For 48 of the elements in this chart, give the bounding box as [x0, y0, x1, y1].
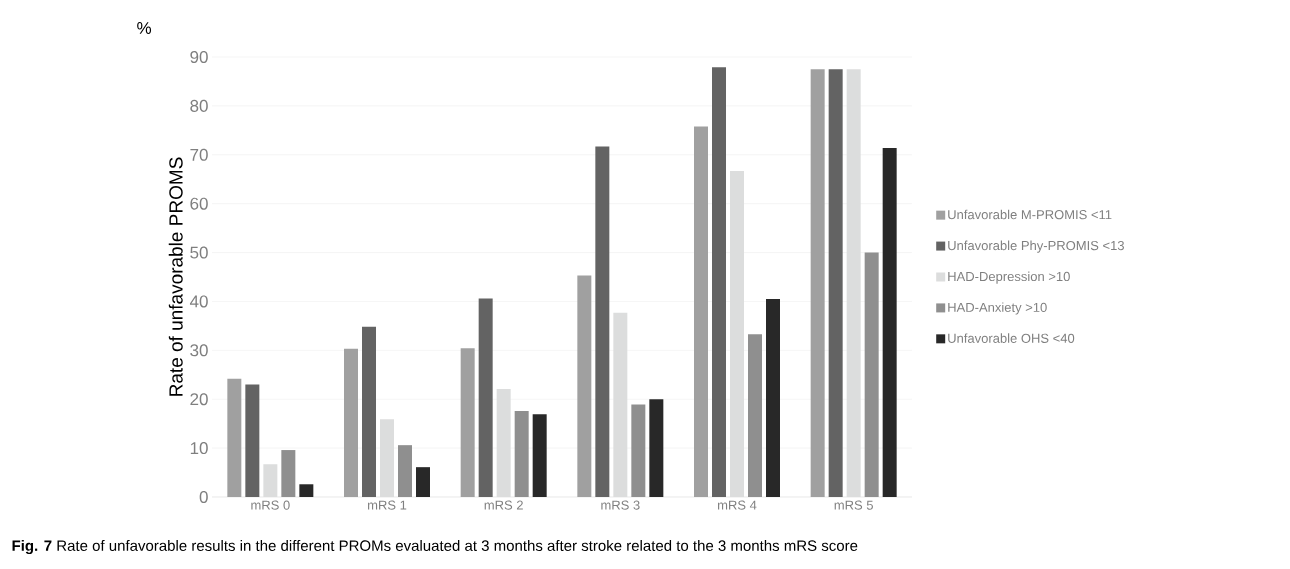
bar: [595, 146, 610, 497]
legend-label: Unfavorable Phy-PROMIS <13: [948, 240, 1124, 253]
y-tick-label: 20: [190, 393, 208, 406]
y-tick-label: 30: [190, 344, 208, 357]
bar: [577, 275, 592, 497]
bar: [299, 484, 314, 497]
bar: [649, 399, 664, 497]
y-axis-title: Rate of unfavorable PROMS: [168, 157, 183, 396]
bar: [478, 298, 493, 497]
y-tick-label: 90: [190, 50, 208, 64]
legend-label: Unfavorable OHS <40: [948, 333, 1075, 343]
bar: [227, 378, 242, 497]
legend-label: HAD-Depression >10: [948, 271, 1070, 284]
bar: [631, 404, 646, 497]
bar: [460, 348, 475, 497]
text: %: [137, 22, 152, 34]
bar: [344, 348, 359, 497]
y-tick-label: 10: [190, 442, 208, 455]
y-tick-label: 40: [189, 295, 208, 308]
legend-label: HAD-Anxiety >10: [948, 302, 1047, 315]
bar: [766, 298, 780, 497]
bar: [748, 334, 762, 497]
bar: [828, 69, 843, 497]
bar: [694, 126, 708, 497]
bar: [416, 467, 431, 497]
x-tick-label: mRS 3: [601, 500, 640, 510]
bar: [398, 445, 413, 497]
text: Fig. 7 Rate of unfavorable results in the different PROMs evaluated at 3 months after stroke related to the 3 months mRS score: [12, 539, 858, 555]
y-tick-label: 80: [190, 99, 208, 112]
y-tick-label: 50: [190, 246, 208, 259]
bar: [281, 450, 296, 497]
y-tick-label: 0: [199, 490, 208, 504]
x-tick-label: mRS 1: [368, 500, 407, 510]
legend-label: Unfavorable M-PROMIS <11: [948, 209, 1112, 220]
bar: [514, 410, 529, 497]
bar: [810, 69, 825, 497]
y-tick-label: 60: [190, 197, 208, 210]
y-tick-label: 70: [190, 148, 208, 161]
bar: [245, 384, 260, 497]
bar: [882, 147, 897, 497]
x-tick-label: mRS 5: [834, 500, 873, 510]
bar: [712, 67, 726, 497]
x-tick-label: mRS 4: [718, 500, 757, 510]
x-tick-label: mRS 0: [251, 500, 290, 510]
bar: [864, 252, 879, 497]
bar: [532, 414, 547, 497]
bar: [362, 326, 377, 497]
x-tick-label: mRS 2: [484, 500, 523, 510]
